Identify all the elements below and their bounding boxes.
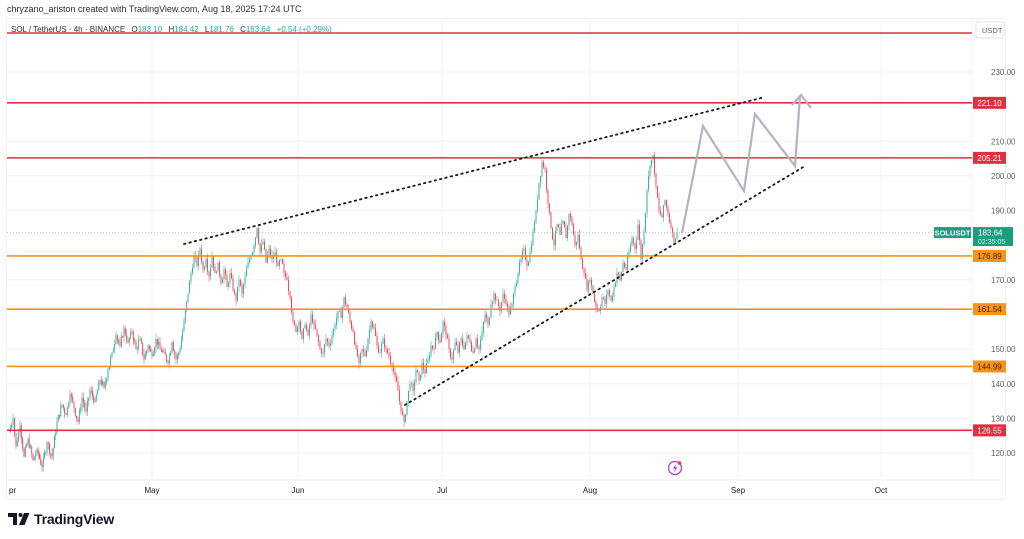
lower-trendline [404,165,806,406]
tradingview-logo[interactable]: TradingView [8,511,114,527]
horizontal-levels[interactable] [7,32,972,432]
level-badge [973,303,1006,316]
price-tick: 200.00 [991,172,1016,181]
current-price-text: 183.64 [978,229,1003,238]
high-value: 184.42 [174,25,199,34]
open-value: 183.10 [137,25,163,34]
bar-countdown-text: 02:35:05 [978,239,1005,246]
price-tick: 150.00 [991,345,1016,354]
level-badge [973,424,1006,437]
level-badge-text: 176.89 [977,252,1002,261]
projection-arrowhead [791,93,812,109]
open-label: O [131,25,138,34]
trendlines[interactable] [183,96,806,406]
projection-path[interactable] [680,93,812,234]
level-badge-text: 144.99 [977,362,1002,371]
time-tick-jul: Jul [437,486,447,495]
chart-attribution: chryzano_ariston created with TradingVie… [7,4,302,14]
time-tick-oct: Oct [875,486,888,495]
tradingview-logo-icon [8,513,30,525]
projection-zigzag [680,95,802,234]
grid-lines [7,19,1005,481]
level-badge-text: 205.21 [977,154,1002,163]
time-tick-sep: Sep [731,486,746,495]
low-label: L [204,25,210,34]
time-tick-may: May [144,486,159,495]
time-tick-pr: pr [9,486,16,495]
level-badge [973,96,1006,109]
price-tick: 210.00 [991,137,1016,146]
tradingview-wordmark: TradingView [34,511,115,527]
symbol-legend: SOL / TetherUS · 4h · BINANCE O183.10 H1… [11,25,332,34]
level-badge [973,360,1006,373]
price-tick: 130.00 [991,414,1016,423]
upper-trendline [183,96,766,245]
alert-icon[interactable] [667,460,683,476]
candlestick-series [9,151,678,472]
level-badge-text: 126.55 [977,426,1002,435]
high-label: H [168,25,175,34]
change-value: +0.54 (+0.29%) [276,25,332,34]
symbol-description[interactable]: SOL / TetherUS · 4h · BINANCE [11,25,126,34]
price-tick: 230.00 [991,68,1016,77]
price-tick: 140.00 [991,380,1016,389]
low-value: 181.76 [209,25,234,34]
price-tick: 170.00 [991,276,1016,285]
price-badges: 221.10 205.21 176.89 161.54 144.99 126.55 SOLU… [934,96,1013,437]
close-value: 183.64 [245,25,271,34]
price-axis[interactable]: 230.00 210.00 200.00 190.00 170.00 150.00 140.… [975,21,1016,458]
level-badge-text: 221.10 [977,99,1002,108]
level-badge-text: 161.54 [977,305,1002,314]
time-axis[interactable]: pr May Jun Jul Aug Sep Oct [9,486,888,495]
time-tick-jun: Jun [292,486,305,495]
current-price-badge [973,227,1013,247]
currency-label: USDT [982,26,1003,35]
price-tick: 120.00 [991,449,1016,458]
price-tick: 190.00 [991,207,1016,216]
symbol-badge-text: SOLUSDT [935,229,971,238]
time-tick-aug: Aug [583,486,597,495]
level-badge [973,151,1006,164]
symbol-badge [934,227,971,239]
close-label: C [240,25,246,34]
level-badge [973,249,1006,262]
